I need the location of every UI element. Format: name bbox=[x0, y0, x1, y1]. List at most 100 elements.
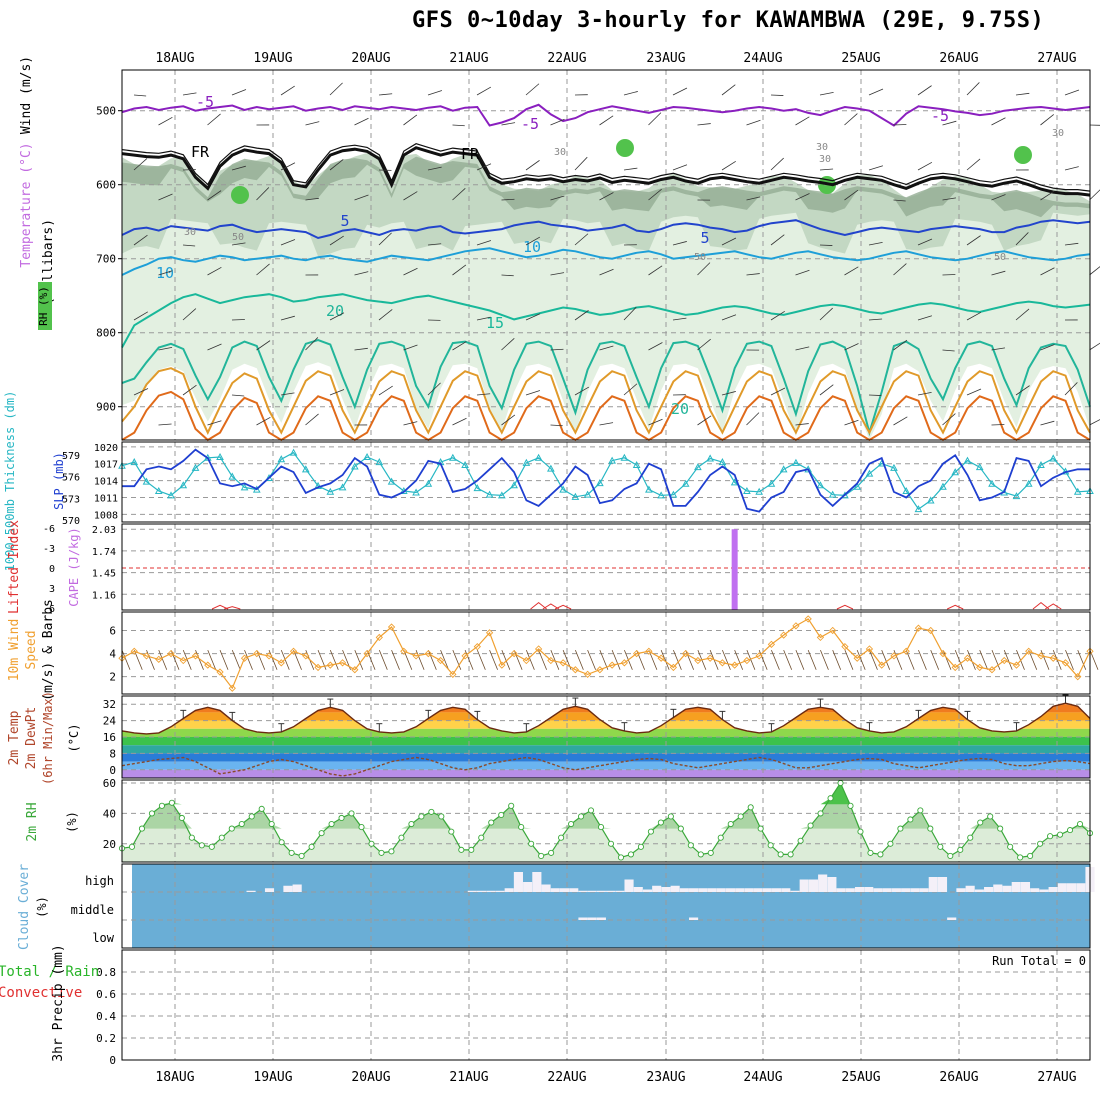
date-label-top: 25AUG bbox=[841, 51, 880, 66]
li-point bbox=[1044, 603, 1062, 610]
wind-barb bbox=[648, 112, 662, 126]
rh2m-point bbox=[637, 843, 644, 850]
thickness-point bbox=[473, 484, 482, 492]
wind-barb bbox=[942, 349, 955, 352]
wind-barb bbox=[280, 162, 296, 171]
cloud-bar-high bbox=[670, 885, 680, 892]
li-point bbox=[530, 602, 547, 610]
date-label-bottom: 19AUG bbox=[253, 1070, 292, 1085]
y-axis-label: Wind (m/s) bbox=[19, 56, 34, 134]
wind10-point bbox=[130, 647, 138, 655]
wind-barb bbox=[770, 94, 784, 96]
slp-tick-label: 1017 bbox=[94, 460, 118, 471]
thickness-point bbox=[142, 477, 151, 485]
wind-barb bbox=[942, 197, 957, 201]
rh2m-point bbox=[767, 842, 774, 849]
cloud-bar-high bbox=[642, 889, 653, 892]
wind-barb bbox=[844, 419, 859, 426]
wind10-barb bbox=[256, 649, 266, 670]
wind-barb bbox=[427, 382, 441, 396]
rh2m-point bbox=[1057, 831, 1064, 838]
thickness-point bbox=[767, 479, 776, 487]
wind10-point bbox=[780, 631, 788, 639]
wind-barb bbox=[403, 114, 418, 126]
cloud-bar-high bbox=[550, 888, 560, 892]
wind-barb bbox=[525, 313, 541, 321]
temp-contour-25 bbox=[121, 367, 1091, 435]
wind10-barb bbox=[415, 649, 425, 670]
contour-label: FR bbox=[461, 145, 480, 163]
rh2m-point bbox=[318, 830, 325, 837]
thickness-point bbox=[216, 452, 224, 461]
cloud-bar-high bbox=[661, 887, 671, 892]
contour-label: -5 bbox=[521, 115, 539, 133]
slp-tick-label: 1011 bbox=[94, 493, 118, 504]
wind-barb bbox=[354, 194, 369, 201]
wind-barb bbox=[721, 160, 736, 171]
thickness-point bbox=[1037, 460, 1045, 468]
wind10-point bbox=[449, 670, 457, 679]
cloud-frame bbox=[121, 863, 1091, 949]
thickness-point bbox=[718, 458, 727, 466]
wind10-barb bbox=[942, 649, 952, 670]
date-label-bottom: 26AUG bbox=[939, 1070, 978, 1085]
cloud-bar-high bbox=[264, 888, 275, 892]
wind10-point bbox=[498, 661, 506, 669]
contour-label: 50 bbox=[994, 252, 1006, 263]
cross-section-frame bbox=[121, 69, 1091, 441]
thickness-point bbox=[424, 479, 433, 487]
wind10-barb bbox=[807, 649, 817, 670]
thickness-point bbox=[228, 472, 237, 480]
wind10-point bbox=[682, 649, 690, 658]
wind10-point bbox=[461, 652, 469, 660]
wind-barb bbox=[403, 344, 418, 351]
wind-barb bbox=[256, 263, 270, 276]
wind-barb bbox=[231, 242, 246, 246]
rh2m-point bbox=[528, 840, 535, 847]
li-tick-label: 6 bbox=[49, 604, 55, 615]
wind-barb bbox=[182, 169, 196, 171]
thickness-point bbox=[1012, 492, 1021, 500]
wind-barb bbox=[942, 274, 956, 276]
wind10-barb bbox=[195, 649, 204, 670]
rh2m-point bbox=[268, 820, 275, 828]
wind10-point bbox=[657, 654, 665, 662]
wind-barb bbox=[623, 306, 637, 321]
thickness-point bbox=[314, 481, 322, 489]
wind10-barb bbox=[758, 649, 768, 670]
thickness-point bbox=[510, 481, 518, 489]
y-tick-label: 700 bbox=[96, 253, 116, 266]
cloud-bar-high bbox=[707, 888, 717, 892]
wind-barb bbox=[721, 84, 736, 96]
rh2m-point bbox=[667, 813, 674, 820]
wind-barb bbox=[133, 158, 148, 171]
y-axis-label: 10m Wind bbox=[7, 619, 22, 682]
wind10-point bbox=[632, 649, 641, 658]
date-label-bottom: 20AUG bbox=[351, 1070, 390, 1085]
wind10-point bbox=[228, 684, 236, 692]
thickness-point bbox=[828, 490, 837, 498]
wind-barb bbox=[1064, 382, 1078, 396]
li-point bbox=[554, 604, 572, 610]
wind10-point bbox=[890, 652, 898, 660]
wind-barb bbox=[795, 423, 809, 426]
cloud-bar-high bbox=[559, 888, 570, 892]
wind-barb bbox=[1040, 420, 1055, 426]
rh2m-point bbox=[997, 825, 1004, 832]
cloud-bar-high bbox=[928, 877, 938, 892]
thickness-point bbox=[534, 453, 543, 461]
wind10-point bbox=[1049, 654, 1057, 662]
wind-barb bbox=[280, 392, 295, 396]
rh2m-point bbox=[647, 828, 654, 835]
wind-barb bbox=[329, 235, 344, 246]
cloud-bar-middle bbox=[578, 917, 588, 920]
wind10-point bbox=[976, 663, 984, 672]
wind-barb bbox=[1040, 190, 1055, 201]
date-label-bottom: 21AUG bbox=[449, 1070, 488, 1085]
wind-barb bbox=[991, 117, 1006, 126]
wind-barb bbox=[697, 415, 712, 426]
rh2m-point bbox=[428, 808, 435, 815]
rh2m-point bbox=[258, 805, 265, 812]
thickness-point bbox=[154, 487, 163, 495]
